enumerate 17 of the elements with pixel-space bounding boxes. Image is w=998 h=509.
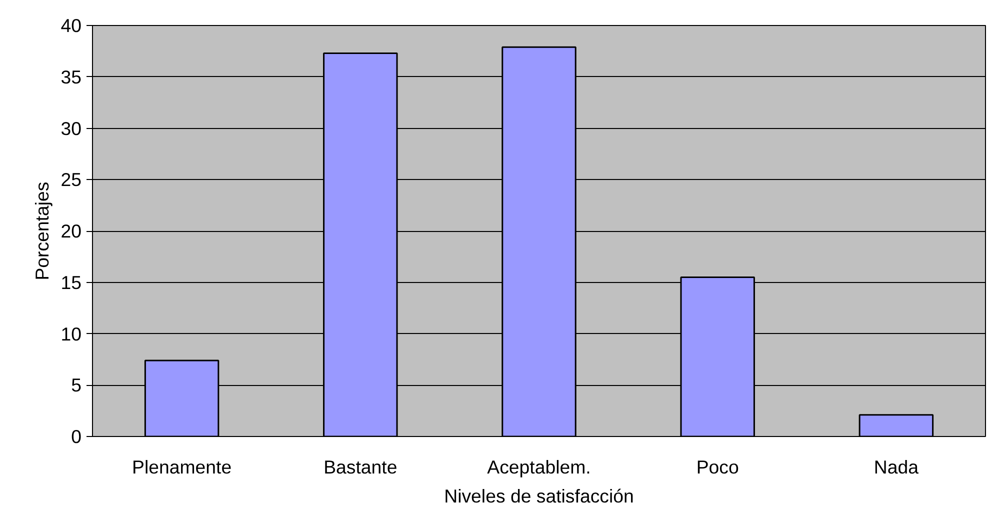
y-tick-label: 15 [60,272,82,293]
bar [858,414,934,436]
y-tick-label: 20 [60,220,82,242]
x-tick-label: Bastante [324,456,398,478]
x-tick-label: Nada [874,456,920,478]
x-tick-label: Poco [696,456,739,478]
y-tick-label: 40 [60,15,82,36]
y-tick-label: 25 [60,169,82,190]
y-tick-label: 10 [60,323,82,344]
x-tick-label: Aceptablem. [487,456,591,478]
y-axis-title: Porcentajes [32,182,53,280]
y-tick-label: 30 [60,118,82,139]
x-tick-label: Plenamente [132,456,232,478]
y-tick-label: 0 [71,426,82,447]
y-tick-label: 35 [60,66,82,88]
y-tick-label: 5 [71,374,82,396]
x-axis-title: Niveles de satisfacción [444,486,634,506]
